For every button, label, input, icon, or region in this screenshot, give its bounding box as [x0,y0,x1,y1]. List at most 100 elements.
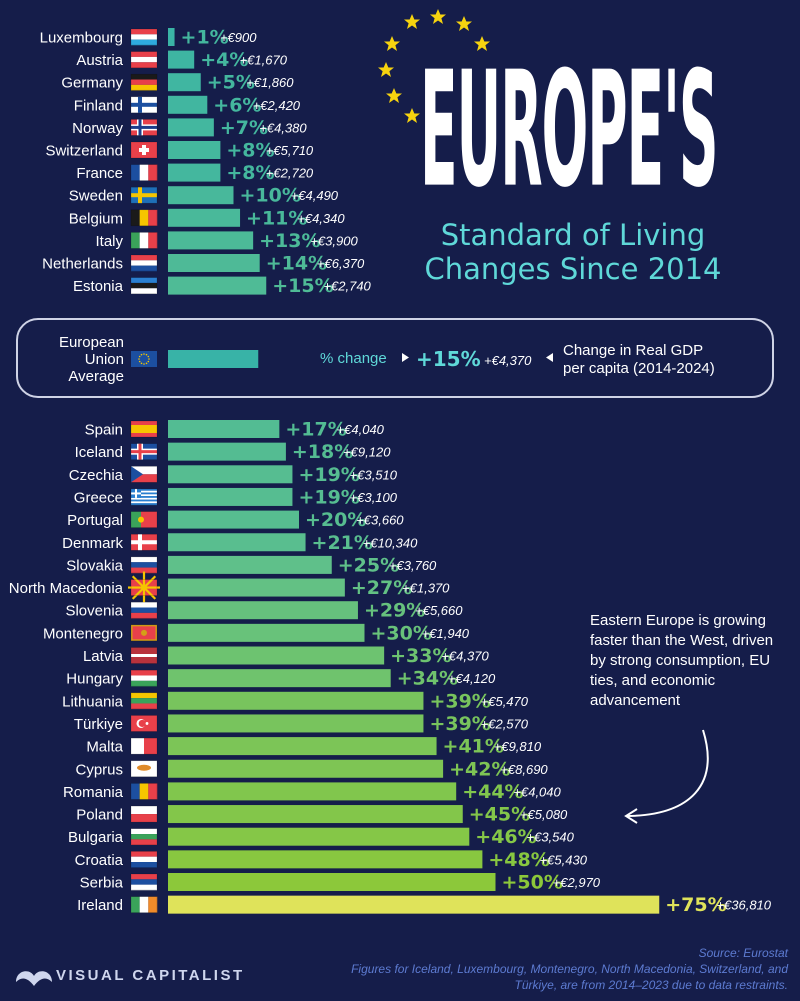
bulgaria-flag-icon [130,828,158,846]
country-label: Belgium [69,210,123,227]
bar-netherlands [168,254,260,272]
pct-label: +42% [449,758,510,780]
pct-label: +15% [272,275,333,297]
country-label: Ireland [77,897,123,914]
pct-label: +20% [305,509,366,531]
slovakia-flag-icon [130,556,158,574]
country-label: Switzerland [45,143,123,160]
brand-name: VISUAL CAPITALIST [56,967,245,984]
bar-denmark [168,533,306,552]
pct-label: +34% [397,668,458,690]
country-label: Czechia [69,467,124,484]
bar-portugal [168,510,299,529]
abs-label: +€9,120 [343,445,391,460]
bar-ireland [168,895,660,914]
eu-flag-star [147,355,150,358]
country-label: Slovenia [65,603,123,620]
country-label: Poland [76,807,123,824]
country-label: Lithuania [62,693,124,710]
t-rkiye-flag-icon [130,715,158,732]
country-label: Iceland [75,444,123,461]
abs-label: +€4,370 [441,649,489,664]
bar-slovenia [168,601,358,620]
pct-label: +41% [443,736,504,758]
abs-label: +€5,710 [266,143,314,158]
pct-label: +45% [469,804,530,826]
pct-label: +18% [292,441,353,463]
bar-sweden [168,186,234,205]
abs-label: +€2,740 [323,279,371,294]
switzerland-flag-icon [130,141,158,159]
eu-flag-star [138,358,140,360]
country-label: North Macedonia [9,580,124,597]
bar-latvia [168,646,385,665]
eu-flag-star [143,353,145,355]
pct-label: +14% [266,253,327,275]
country-label: France [76,165,123,182]
source-note: Source: Eurostat Figures for Iceland, Lu… [351,946,788,992]
france-flag-icon [130,164,158,181]
pct-label: +48% [488,849,549,871]
bar-iceland [168,442,286,461]
luxembourg-flag-icon [130,28,158,46]
annotation-arrow [627,729,709,817]
country-label: Bulgaria [68,829,124,846]
bar-greece [168,487,293,506]
bar-slovakia [168,555,332,574]
ireland-flag-icon [130,896,158,913]
netherlands-flag-icon [130,254,158,272]
pct-label: +33% [390,645,451,667]
abs-label: +€5,080 [520,807,568,822]
country-label: Slovakia [66,557,123,574]
pct-label: +11% [246,207,307,229]
pct-label: +8% [226,140,274,162]
abs-label: +€1,370 [402,581,450,596]
pct-label: +21% [312,532,373,554]
hungary-flag-icon [130,669,158,687]
bar-bulgaria [168,827,470,846]
country-label: Spain [85,422,123,439]
bar-romania [168,782,457,801]
montenegro-flag-icon [130,624,158,642]
country-label: Netherlands [42,256,123,273]
abs-label: +€3,660 [356,513,404,528]
abs-label: +€2,970 [553,875,601,890]
abs-label: +€4,120 [448,671,496,686]
pct-label: +6% [213,94,261,116]
abs-label: +€4,380 [259,120,307,135]
bar-switzerland [168,141,221,159]
abs-label: +€5,470 [481,694,529,709]
abs-label: +€4,340 [297,211,345,226]
bar-norway [168,118,214,137]
bar-montenegro [168,623,365,642]
pct-label: +46% [475,826,536,848]
pct-label: +27% [351,577,412,599]
pct-label: +44% [462,781,523,803]
greece-flag-icon [130,488,158,506]
bar-estonia [168,276,267,295]
abs-label: +€4,040 [337,422,385,437]
pct-label: +1% [181,27,229,49]
eu-flag-star [140,362,143,365]
bar-hungary [168,669,391,688]
bar-north-macedonia [168,578,345,597]
eu-flag-star [140,353,143,356]
arrow-left-icon [546,353,553,362]
eu-abs-label: +€4,370 [484,353,532,368]
bar-austria [168,50,195,69]
pct-label: +7% [220,117,268,139]
abs-label: +€36,810 [716,898,771,913]
latvia-flag-icon [130,647,158,664]
bar-croatia [168,850,483,869]
eu-flag-star [143,363,145,365]
portugal-flag-icon [130,511,158,528]
pct-label: +50% [502,872,563,894]
country-label: Denmark [62,535,123,552]
country-label: Greece [74,489,123,506]
malta-flag-icon [130,737,158,755]
page-subtitle: Standard of Living Changes Since 2014 [424,218,722,286]
country-label: Croatia [75,852,124,869]
italy-flag-icon [130,232,158,249]
sweden-flag-icon [130,186,158,204]
eu-flag-star [148,358,150,360]
